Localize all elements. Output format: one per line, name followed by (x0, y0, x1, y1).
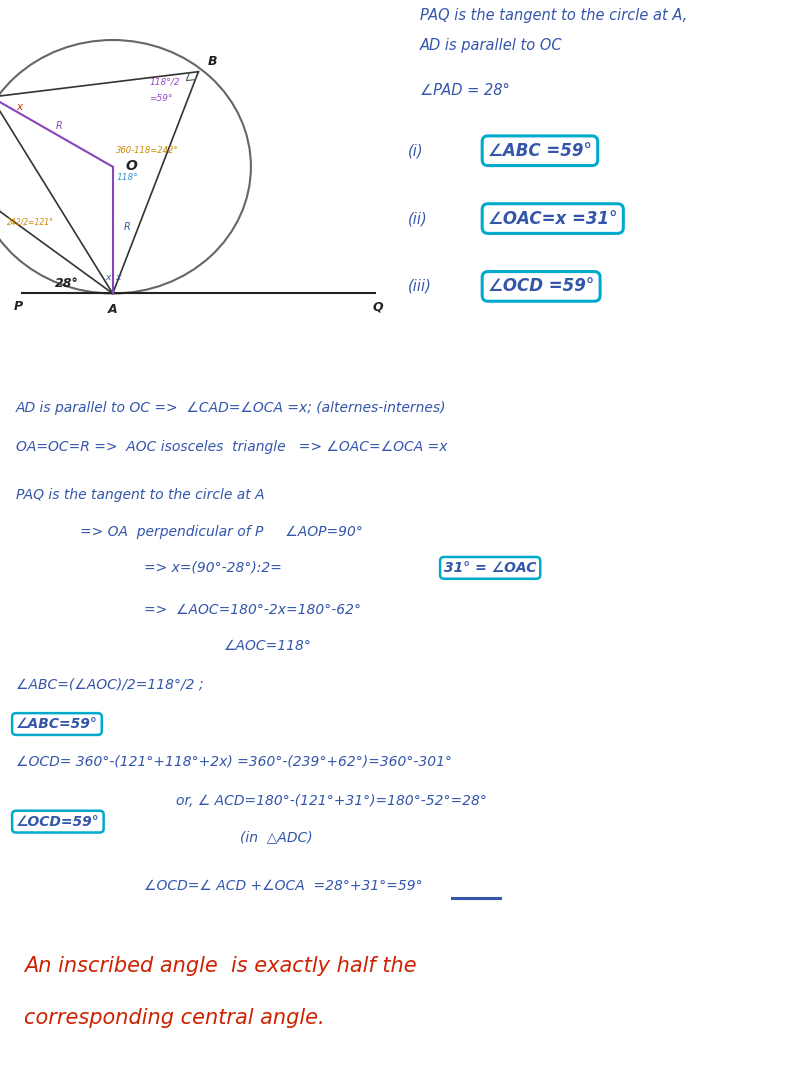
Text: corresponding central angle.: corresponding central angle. (24, 1008, 325, 1028)
Text: 118°/2: 118°/2 (149, 77, 179, 86)
Text: R: R (55, 120, 62, 131)
Text: ∠OCD= 360°-(121°+118°+2x) =360°-(239°+62°)=360°-301°: ∠OCD= 360°-(121°+118°+2x) =360°-(239°+62… (16, 755, 452, 769)
Text: (i): (i) (408, 143, 424, 158)
Text: x: x (17, 102, 22, 113)
Text: ∠ABC =59°: ∠ABC =59° (488, 142, 592, 160)
Text: ∠ABC=59°: ∠ABC=59° (16, 717, 98, 731)
Text: =>  ∠AOC=180°-2x=180°-62°: => ∠AOC=180°-2x=180°-62° (144, 603, 361, 616)
Text: AD is parallel to OC =>  ∠CAD=∠OCA =x; (alternes-internes): AD is parallel to OC => ∠CAD=∠OCA =x; (a… (16, 402, 446, 416)
Text: => x=(90°-28°):2=: => x=(90°-28°):2= (144, 561, 282, 575)
Text: An inscribed angle  is exactly half the: An inscribed angle is exactly half the (24, 956, 417, 976)
Text: =59°: =59° (149, 93, 173, 103)
Text: R: R (124, 222, 130, 232)
Text: (iii): (iii) (408, 279, 432, 294)
Text: x  x: x x (106, 273, 122, 282)
Text: A: A (108, 304, 118, 317)
Text: (in  △ADC): (in △ADC) (240, 830, 313, 844)
Text: 118°: 118° (116, 173, 138, 183)
Text: P: P (14, 300, 22, 314)
Text: PAQ is the tangent to the circle at A: PAQ is the tangent to the circle at A (16, 489, 265, 503)
Text: PAQ is the tangent to the circle at A,: PAQ is the tangent to the circle at A, (420, 8, 687, 23)
Text: or, ∠ ACD=180°-(121°+31°)=180°-52°=28°: or, ∠ ACD=180°-(121°+31°)=180°-52°=28° (176, 794, 487, 808)
Text: 31° = ∠OAC: 31° = ∠OAC (444, 561, 536, 575)
Text: ∠AOC=118°: ∠AOC=118° (224, 639, 312, 653)
Text: OA=OC=R =>  AOC isosceles  triangle   => ∠OAC=∠OCA =x: OA=OC=R => AOC isosceles triangle => ∠OA… (16, 439, 447, 453)
Text: AD is parallel to OC: AD is parallel to OC (420, 38, 562, 53)
Text: => OA  perpendicular of P     ∠AOP=90°: => OA perpendicular of P ∠AOP=90° (80, 524, 363, 539)
Text: 360-118=242°: 360-118=242° (116, 146, 179, 156)
Text: ∠OCD =59°: ∠OCD =59° (488, 277, 594, 295)
Text: B: B (208, 55, 218, 68)
Text: ∠OCD=∠ ACD +∠OCA  =28°+31°=59°: ∠OCD=∠ ACD +∠OCA =28°+31°=59° (144, 879, 422, 892)
Text: (ii): (ii) (408, 212, 428, 226)
Text: ∠PAD = 28°: ∠PAD = 28° (420, 83, 510, 98)
Text: ∠OAC=x =31°: ∠OAC=x =31° (488, 209, 618, 228)
Text: 242/2=121°: 242/2=121° (6, 217, 54, 227)
Text: ∠OCD=59°: ∠OCD=59° (16, 814, 100, 829)
Text: 28°: 28° (54, 277, 78, 290)
Text: ∠ABC=(∠AOC)/2=118°/2 ;: ∠ABC=(∠AOC)/2=118°/2 ; (16, 678, 203, 692)
Text: Q: Q (373, 300, 383, 314)
Text: O: O (125, 159, 137, 173)
